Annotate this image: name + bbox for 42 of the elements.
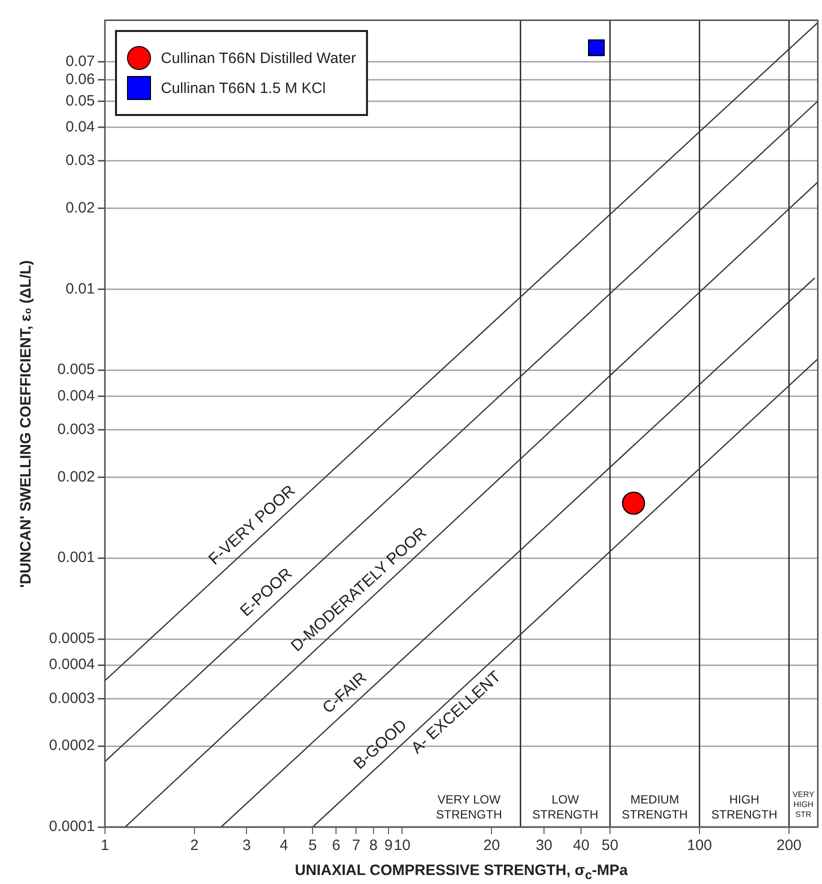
y-tick-label: 0.0001 bbox=[48, 818, 95, 836]
y-tick-label: 0.0004 bbox=[48, 656, 95, 674]
x-tick-label: 1 bbox=[100, 837, 110, 854]
x-tick-label: 100 bbox=[686, 837, 712, 854]
y-tick-label: 0.06 bbox=[66, 71, 95, 88]
y-tick-label: 0.07 bbox=[66, 53, 95, 70]
x-tick-label: 200 bbox=[776, 837, 802, 854]
x-tick-label: 8 bbox=[369, 837, 378, 854]
x-tick-label: 40 bbox=[572, 837, 590, 854]
x-tick-label: 7 bbox=[352, 837, 360, 854]
y-tick-label: 0.002 bbox=[57, 468, 95, 486]
y-tick-label: 0.003 bbox=[57, 420, 95, 438]
annotation: MEDIUM STRENGTH bbox=[622, 792, 688, 822]
annotation: LOW STRENGTH bbox=[532, 792, 598, 822]
annotation: VERY HIGH STR bbox=[792, 790, 815, 820]
y-tick-label: 0.0002 bbox=[48, 737, 95, 754]
x-tick-label: 6 bbox=[332, 837, 340, 854]
y-tick-label: 0.001 bbox=[57, 549, 95, 566]
annotation: HIGH STRENGTH bbox=[711, 792, 778, 822]
legend-label: Cullinan T66N 1.5 M KCl bbox=[160, 80, 326, 97]
y-tick-label: 0.004 bbox=[57, 387, 95, 404]
x-tick-label: 20 bbox=[483, 837, 500, 854]
annotation: VERY LOW STRENGTH bbox=[436, 792, 502, 822]
x-tick-label: 30 bbox=[536, 837, 552, 854]
x-tick-label: 3 bbox=[242, 837, 251, 854]
x-tick-label: 50 bbox=[602, 837, 618, 854]
y-tick-label: 0.04 bbox=[66, 118, 95, 136]
y-tick-label: 0.03 bbox=[66, 152, 95, 169]
y-tick-label: 0.02 bbox=[66, 199, 95, 216]
y-tick-label: 0.01 bbox=[66, 280, 95, 298]
x-axis-title: UNIAXIAL COMPRESSIVE STRENGTH, σ$_{c}$-MPa bbox=[294, 862, 628, 882]
y-tick-label: 0.0005 bbox=[48, 630, 95, 648]
y-tick-label: 0.0003 bbox=[48, 690, 95, 707]
legend-label: Cullinan T66N Distilled Water bbox=[160, 50, 356, 67]
y-tick-label: 0.05 bbox=[66, 92, 95, 110]
y-tick-label: 0.005 bbox=[57, 361, 95, 378]
x-tick-label: 9 bbox=[384, 837, 393, 854]
x-tick-label: 5 bbox=[308, 837, 317, 854]
y-axis-title: 'DUNCAN' SWELLING COEFFICIENT, ε₀ (ΔL/L) bbox=[18, 260, 34, 588]
x-tick-label: 2 bbox=[190, 837, 199, 854]
x-tick-label: 10 bbox=[394, 837, 411, 854]
x-tick-label: 4 bbox=[280, 837, 288, 854]
